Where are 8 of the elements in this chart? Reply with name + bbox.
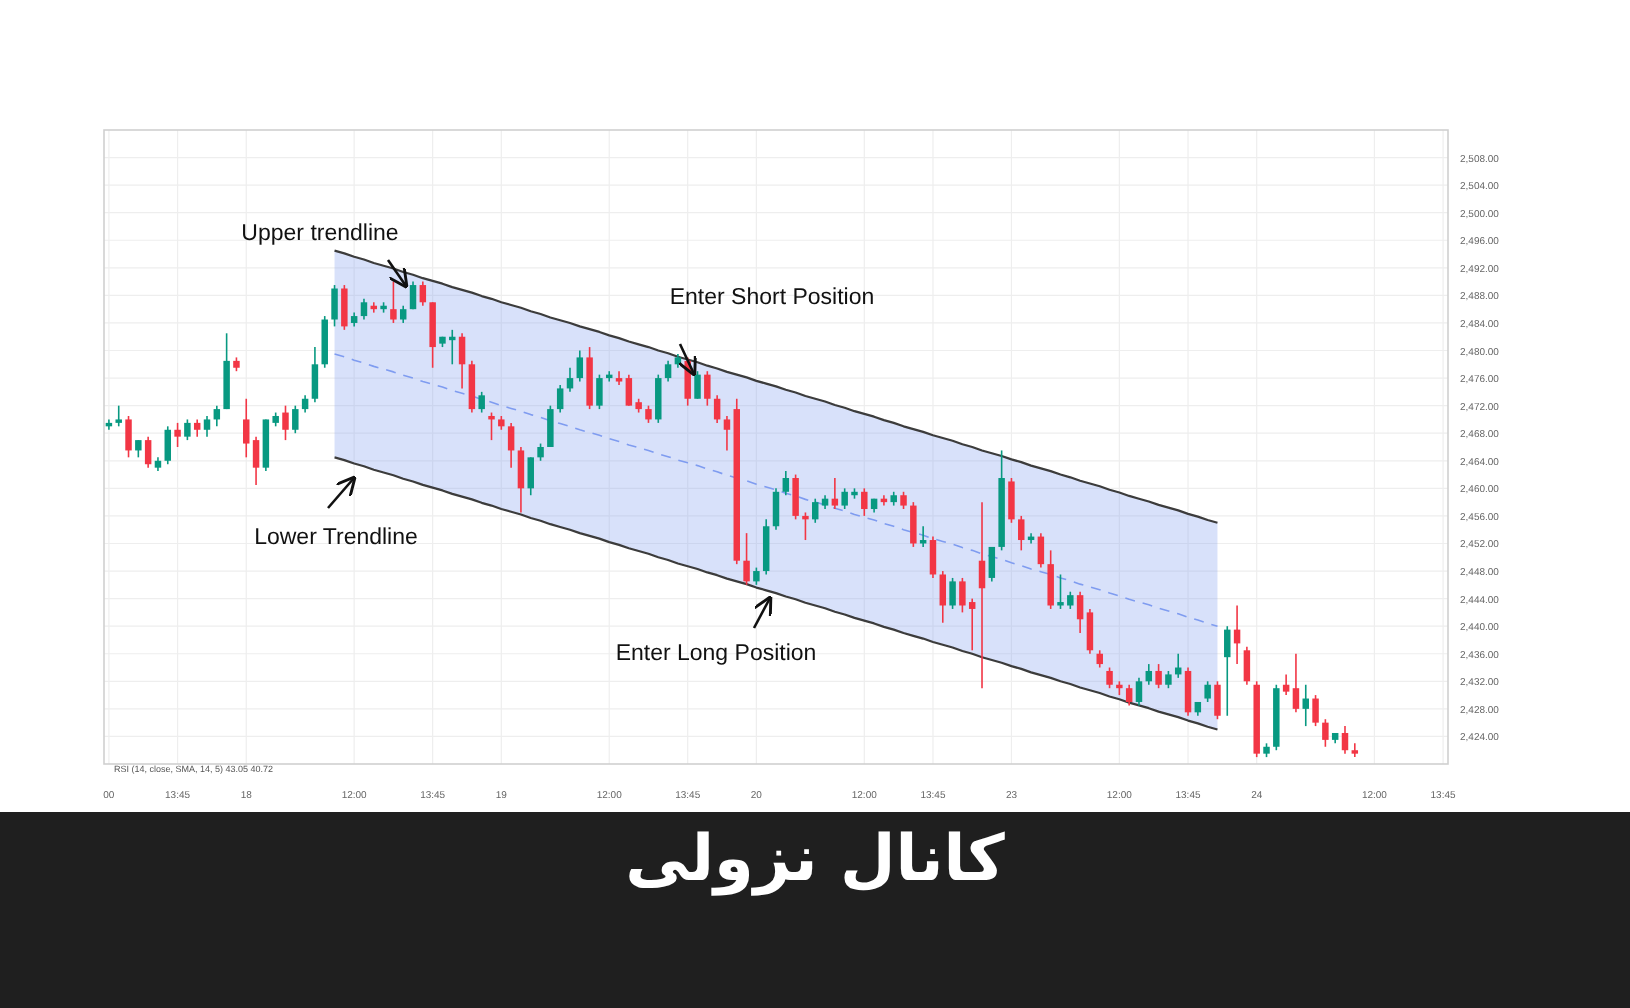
text: کانال نزولی [625, 820, 1006, 896]
annotation: Lower Trendline [254, 475, 418, 550]
annotation: Enter Short Position [669, 286, 875, 310]
annotation: Upper trendline [241, 222, 409, 289]
annotation: Upper trendline [241, 222, 399, 246]
annotation: Enter Long Position [615, 642, 817, 666]
annotation: Enter Long Position [615, 594, 817, 666]
annotation: Lower Trendline [254, 526, 418, 550]
